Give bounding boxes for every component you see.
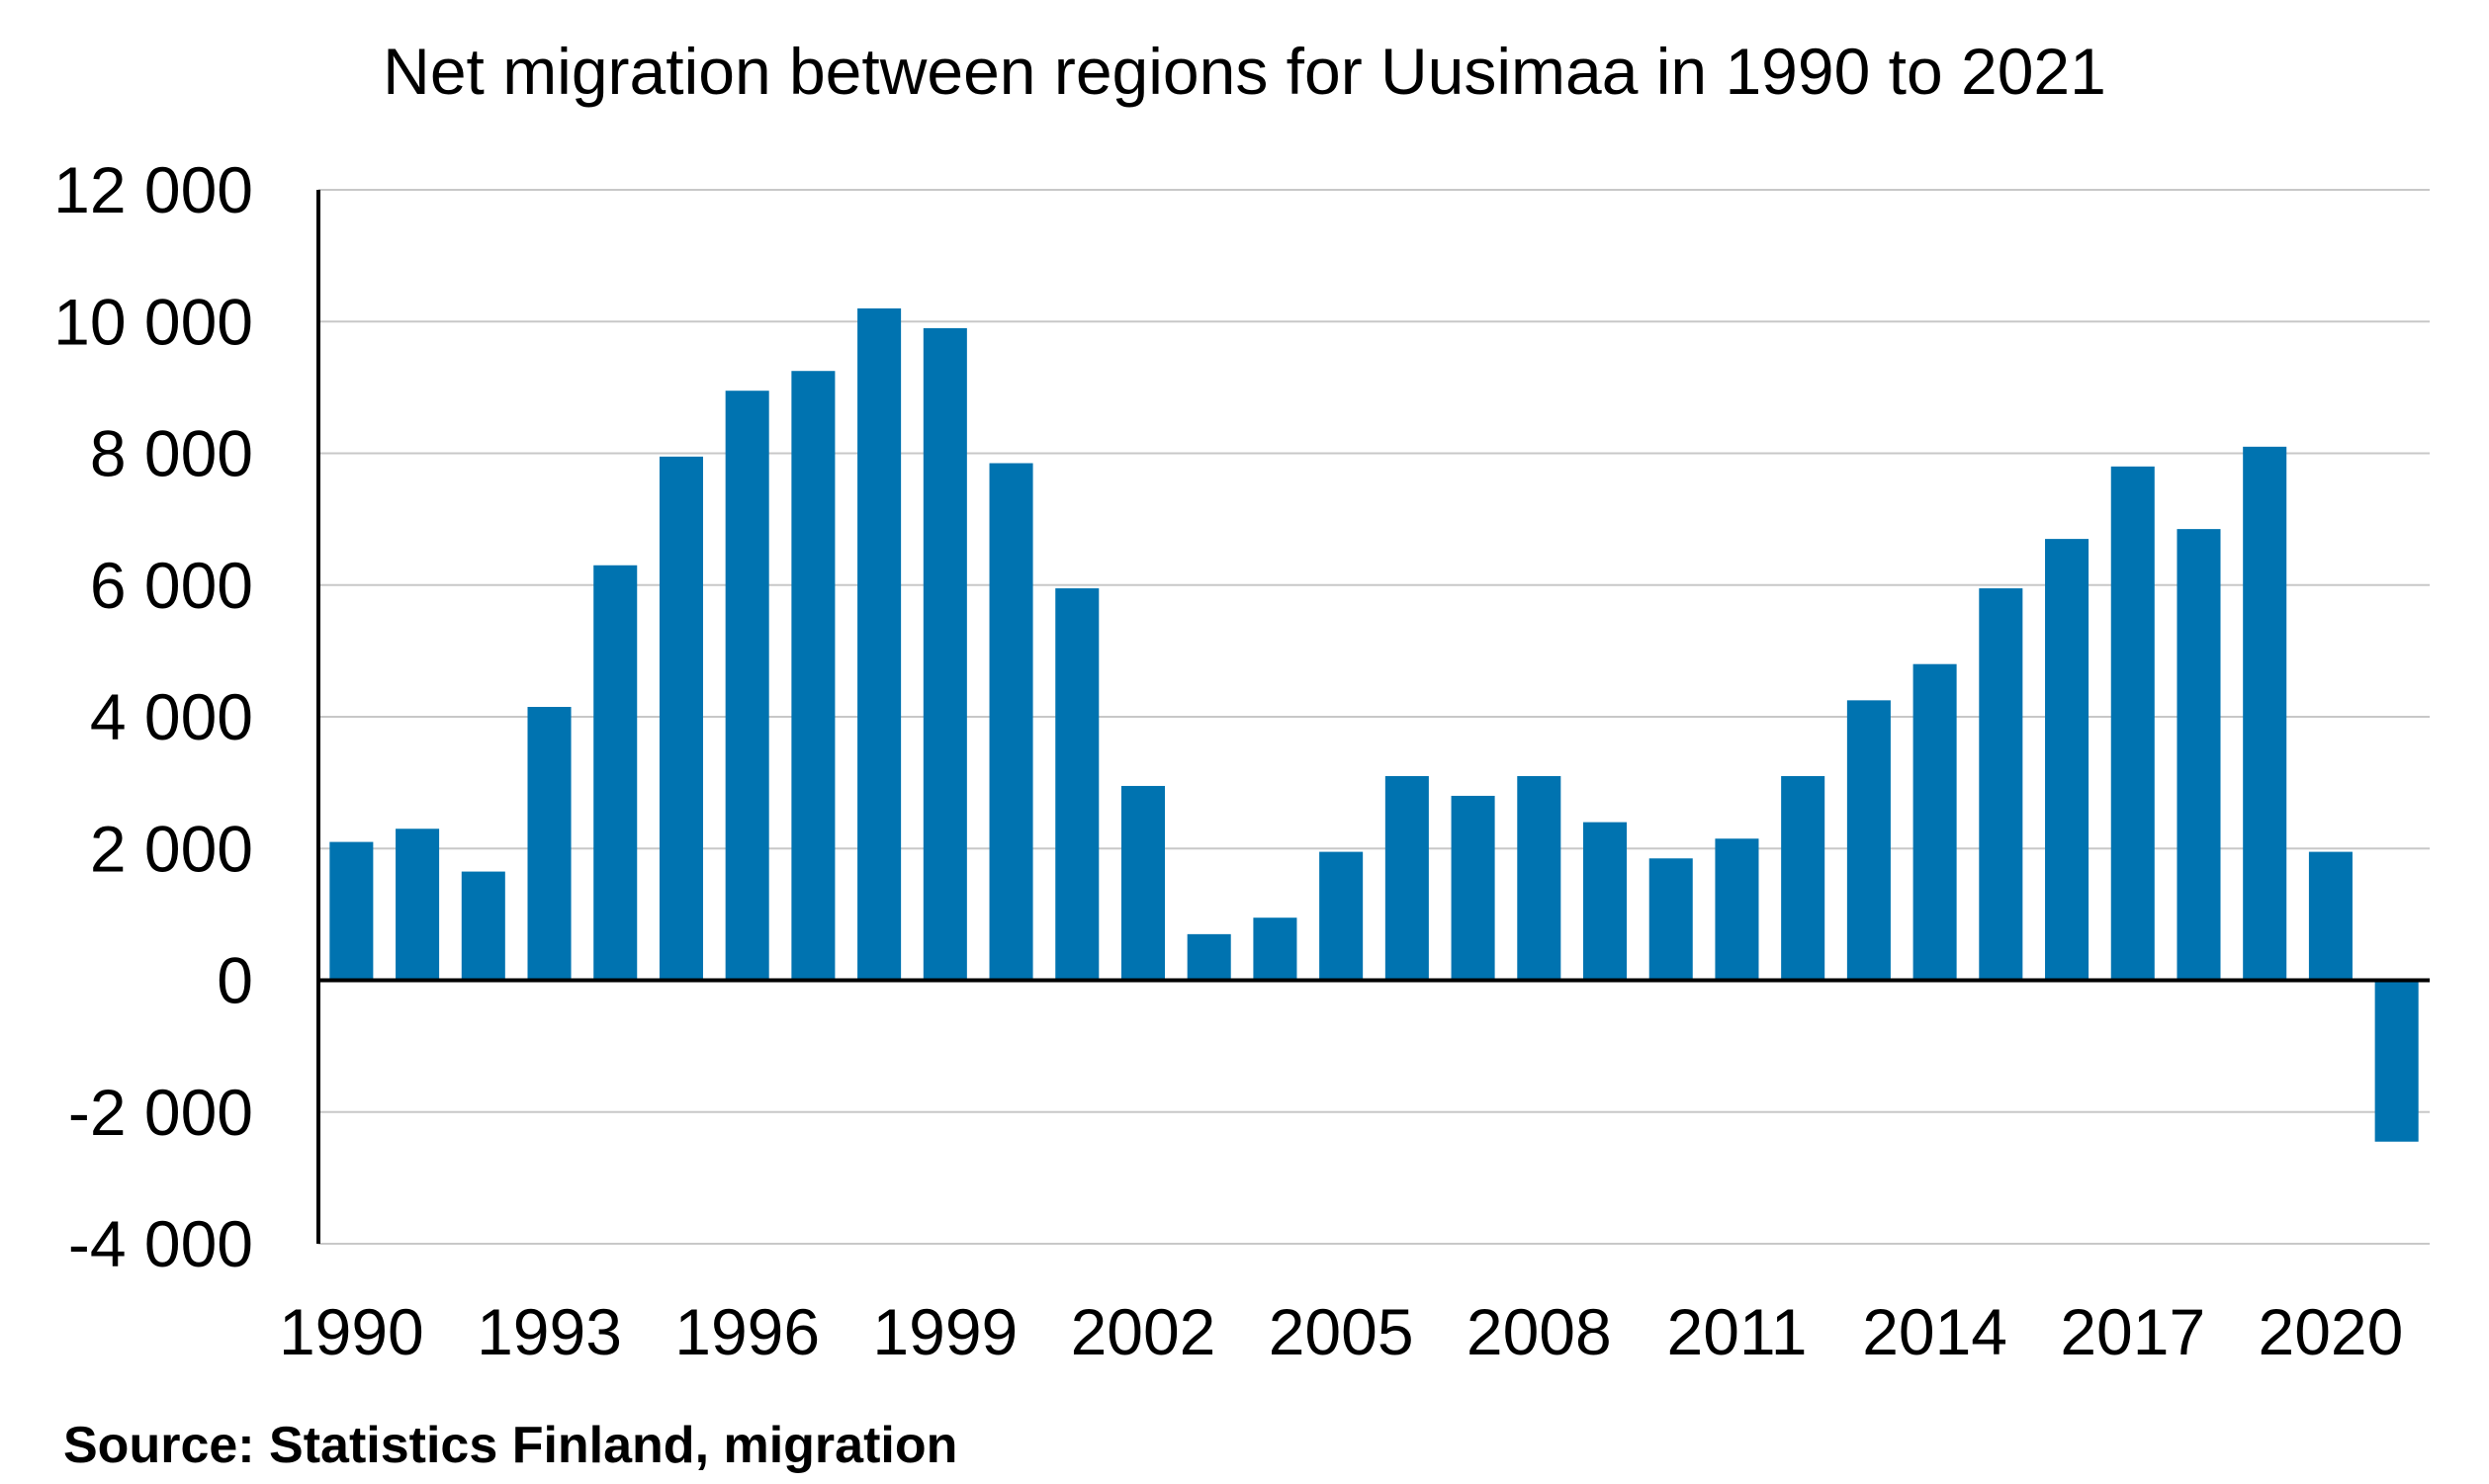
bar-2008: [1517, 775, 1561, 981]
bar-2002: [1120, 785, 1166, 981]
x-tick-label: 2014: [1862, 1295, 2007, 1368]
bar-2010: [1648, 858, 1693, 981]
chart-title: Net migration between regions for Uusima…: [383, 35, 2106, 108]
bar-2015: [1979, 588, 2023, 981]
bar-2004: [1253, 917, 1297, 981]
bar-2013: [1846, 700, 1891, 981]
source-note: Source: Statistics Finland, migration: [63, 1417, 958, 1474]
bar-2000: [989, 463, 1033, 981]
y-tick-label: 12 000: [53, 153, 253, 226]
bar-2017: [2110, 466, 2155, 981]
axes: [316, 190, 2430, 1244]
bar-2020: [2308, 851, 2353, 981]
bar-2016: [2045, 539, 2089, 981]
x-tick-label: 2011: [1666, 1295, 1807, 1368]
y-tick-label: 2 000: [90, 812, 253, 885]
bar-1997: [791, 371, 836, 981]
bar-1991: [396, 829, 440, 981]
y-tick-labels: 12 000 10 000 8 000 6 000 4 000 2 000 0 -2 000 -…: [53, 153, 253, 1280]
bar-2001: [1055, 588, 1100, 981]
bar-2007: [1451, 795, 1495, 981]
x-tick-label: 1996: [674, 1295, 820, 1368]
x-tick-label: 2002: [1071, 1295, 1216, 1368]
y-tick-label: 6 000: [90, 549, 253, 622]
bar-1995: [659, 456, 703, 981]
bar-1998: [857, 307, 902, 981]
bar-2011: [1715, 838, 1759, 981]
bar-2021: [2374, 980, 2419, 1142]
x-tick-label: 1999: [872, 1295, 1018, 1368]
bar-2009: [1582, 822, 1628, 981]
x-tick-label: 2008: [1467, 1295, 1612, 1368]
bar-2018: [2177, 529, 2221, 981]
bar-1992: [461, 871, 505, 981]
y-tick-label: -4 000: [68, 1207, 253, 1280]
x-tick-label: 2017: [2060, 1295, 2205, 1368]
bar-1994: [593, 565, 638, 981]
y-tick-label: -2 000: [68, 1076, 253, 1149]
bar-2006: [1384, 775, 1429, 981]
x-tick-labels: 1990 1993 1996 1999 2002 2005 2008 2011 2014 2017…: [279, 1295, 2403, 1368]
x-tick-label: 2020: [2259, 1295, 2404, 1368]
bars: [329, 307, 2419, 1142]
bar-1999: [923, 327, 967, 981]
bar-1993: [527, 707, 572, 981]
y-tick-label: 10 000: [53, 285, 253, 358]
bar-2005: [1319, 851, 1364, 981]
bar-2019: [2243, 446, 2287, 981]
bar-1990: [329, 841, 374, 981]
x-tick-label: 1990: [279, 1295, 424, 1368]
x-tick-label: 2005: [1269, 1295, 1414, 1368]
y-tick-label: 4 000: [90, 680, 253, 753]
bar-2003: [1187, 933, 1231, 981]
x-tick-label: 1993: [477, 1295, 622, 1368]
y-tick-label: 8 000: [90, 417, 253, 490]
y-tick-label: 0: [217, 944, 253, 1017]
bar-1996: [725, 391, 769, 981]
bar-2014: [1912, 663, 1957, 981]
bar-2012: [1781, 775, 1825, 981]
